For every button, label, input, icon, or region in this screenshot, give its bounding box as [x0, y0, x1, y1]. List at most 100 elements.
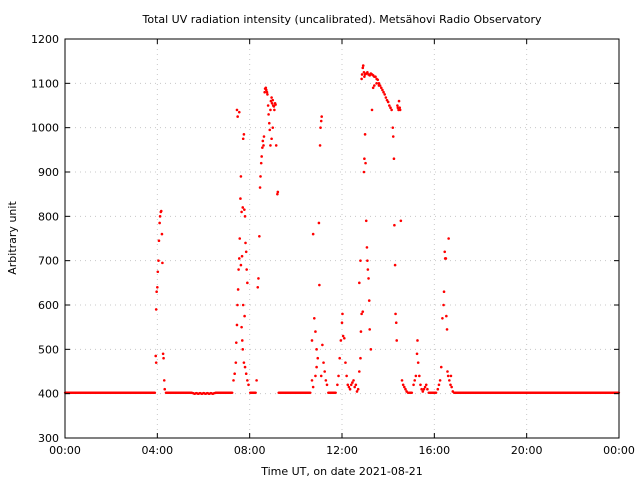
data-point	[157, 259, 160, 262]
data-point	[260, 155, 263, 158]
data-point	[231, 392, 233, 394]
data-point	[404, 388, 407, 391]
data-point	[358, 282, 361, 285]
data-point	[159, 215, 162, 218]
data-point	[320, 115, 323, 118]
data-point	[158, 239, 161, 242]
data-point	[318, 222, 321, 225]
data-point	[341, 313, 344, 316]
data-point	[402, 384, 405, 387]
data-point	[235, 361, 238, 364]
data-point	[361, 67, 364, 70]
data-point	[259, 175, 262, 178]
x-tick-label: 20:00	[511, 444, 543, 457]
data-point	[256, 286, 259, 289]
data-point	[270, 96, 273, 99]
data-point	[340, 339, 343, 342]
data-point	[346, 384, 349, 387]
data-point	[392, 135, 395, 138]
data-point	[314, 330, 317, 333]
data-point	[260, 162, 263, 165]
data-point	[314, 375, 317, 378]
data-point	[267, 113, 270, 116]
data-point	[440, 366, 443, 369]
data-point	[450, 386, 453, 389]
data-point	[387, 101, 390, 104]
data-point	[366, 71, 369, 74]
data-point	[438, 384, 441, 387]
data-point	[315, 366, 318, 369]
data-point	[378, 82, 381, 85]
data-point	[259, 186, 262, 189]
data-point	[162, 352, 165, 355]
data-point	[240, 175, 243, 178]
data-point	[411, 392, 413, 394]
data-point	[267, 104, 270, 107]
data-point	[423, 388, 426, 391]
data-point	[448, 379, 451, 382]
data-point	[356, 390, 359, 393]
data-point	[311, 379, 314, 382]
data-point	[365, 219, 368, 222]
data-point	[367, 277, 370, 280]
data-point	[276, 193, 279, 196]
data-point	[265, 86, 268, 89]
data-point	[269, 109, 272, 112]
data-point	[383, 93, 386, 96]
data-point	[320, 375, 323, 378]
data-point	[446, 370, 449, 373]
data-point	[262, 140, 265, 143]
y-tick-label: 300	[38, 432, 59, 445]
data-point	[348, 386, 351, 389]
data-point	[261, 146, 264, 149]
data-point	[441, 317, 444, 320]
data-point	[362, 64, 365, 67]
data-point	[319, 144, 322, 147]
data-point	[268, 129, 271, 132]
data-point	[351, 381, 354, 384]
data-point	[241, 206, 244, 209]
y-tick-label: 1200	[31, 33, 59, 46]
data-point	[245, 372, 248, 375]
data-point	[375, 82, 378, 85]
data-point	[245, 251, 248, 254]
data-point	[155, 361, 158, 364]
x-tick-label: 16:00	[418, 444, 450, 457]
data-point	[266, 93, 269, 96]
data-point	[156, 286, 159, 289]
data-point	[446, 328, 449, 331]
data-point	[241, 339, 244, 342]
data-point	[320, 120, 323, 123]
data-point	[246, 379, 249, 382]
data-point	[243, 361, 246, 364]
data-point	[403, 386, 406, 389]
data-point	[337, 375, 340, 378]
data-point	[335, 392, 337, 394]
data-point	[352, 379, 355, 382]
data-point	[273, 109, 276, 112]
data-point	[258, 235, 261, 238]
data-point	[239, 197, 242, 200]
chart-title: Total UV radiation intensity (uncalibrat…	[142, 13, 542, 26]
data-point	[242, 304, 245, 307]
data-point	[237, 288, 240, 291]
data-point	[270, 137, 273, 140]
data-point	[372, 86, 375, 89]
data-point	[266, 91, 269, 94]
data-point	[341, 321, 344, 324]
y-tick-label: 600	[38, 299, 59, 312]
data-point	[244, 215, 247, 218]
data-point	[363, 71, 366, 74]
x-axis-label: Time UT, on date 2021-08-21	[260, 465, 423, 478]
data-point	[268, 122, 271, 125]
data-point	[257, 277, 260, 280]
data-point	[355, 384, 358, 387]
data-point	[391, 126, 394, 129]
data-point	[417, 361, 420, 364]
data-point	[265, 89, 268, 92]
data-point	[233, 372, 236, 375]
data-point	[238, 111, 241, 114]
data-point	[389, 106, 392, 109]
x-tick-label: 04:00	[141, 444, 173, 457]
y-tick-label: 1100	[31, 77, 59, 90]
